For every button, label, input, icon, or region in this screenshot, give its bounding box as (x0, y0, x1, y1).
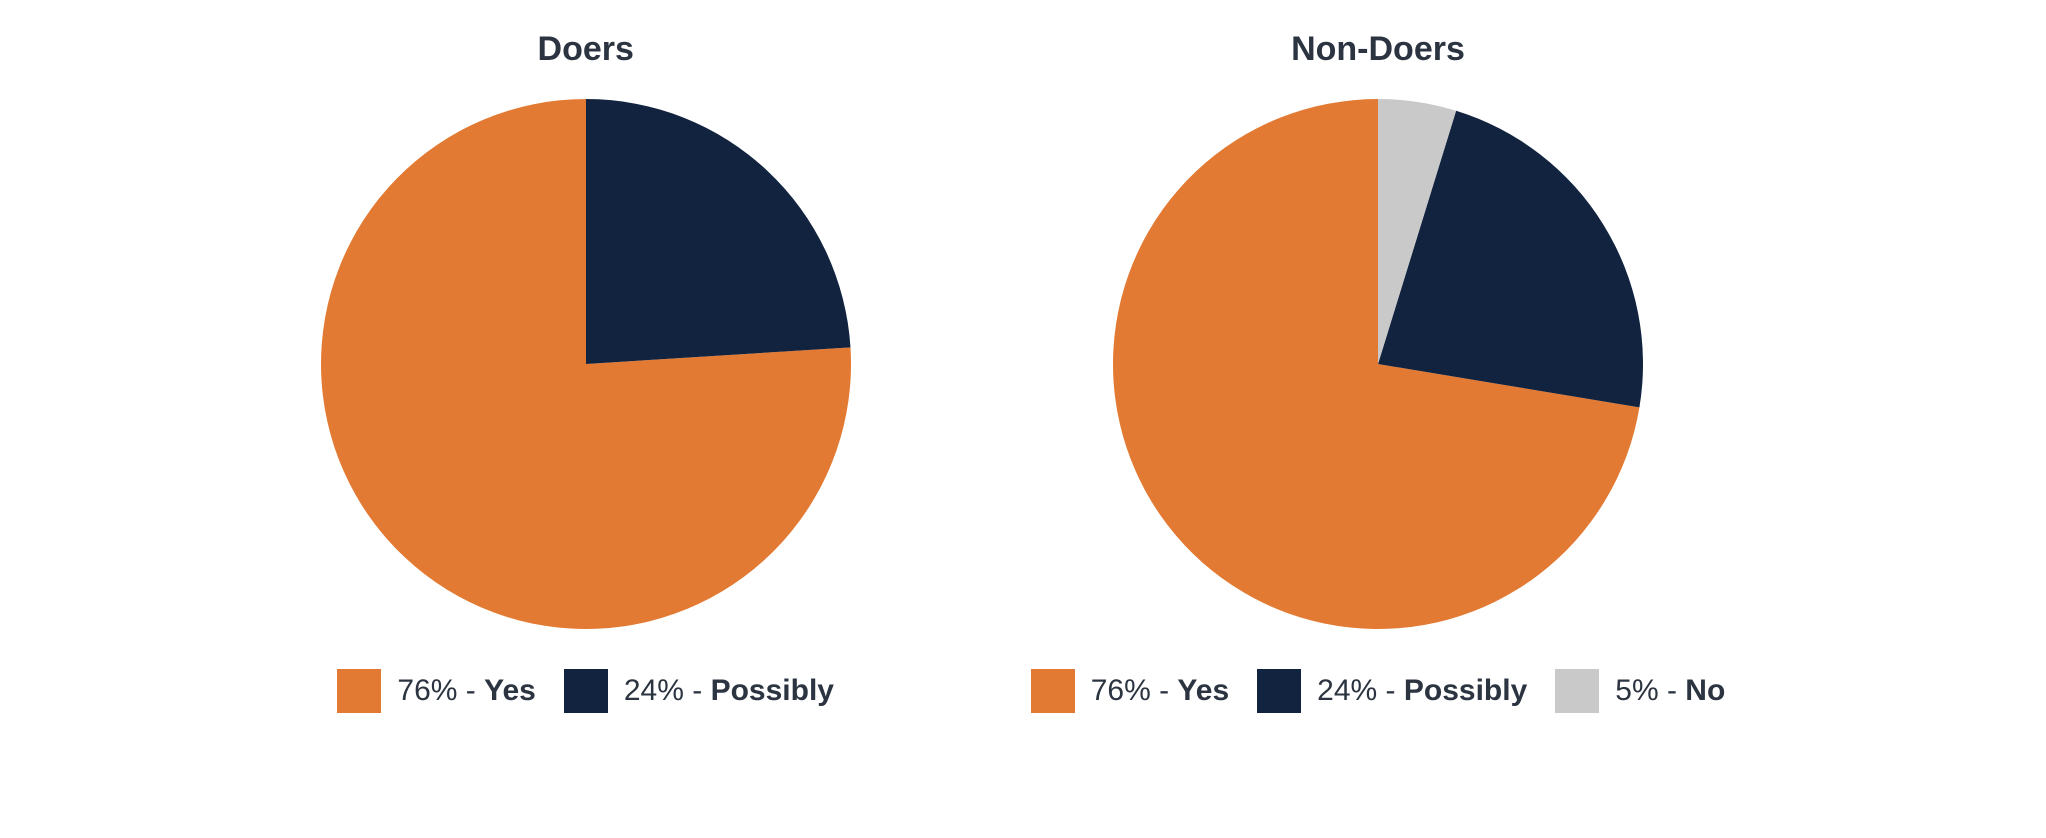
pie-slice-possibly (586, 99, 850, 364)
legend-item-yes: 76% - Yes (337, 669, 535, 713)
legend-swatch (564, 669, 608, 713)
legend-swatch (1257, 669, 1301, 713)
legend-label: 5% - No (1615, 674, 1725, 708)
chart-title: Non-Doers (1291, 30, 1465, 69)
charts-container: Doers 76% - Yes 24% - Possibly Non-Doers … (0, 0, 2046, 838)
legend-item-yes: 76% - Yes (1031, 669, 1229, 713)
legend-swatch (1555, 669, 1599, 713)
pie-chart (1113, 99, 1643, 629)
legend-label: 24% - Possibly (1317, 674, 1527, 708)
legend-item-possibly: 24% - Possibly (1257, 669, 1527, 713)
legend-label: 76% - Yes (397, 674, 535, 708)
chart-panel-non-doers: Non-Doers 76% - Yes 24% - Possibly 5% - No (1031, 30, 1726, 713)
chart-panel-doers: Doers 76% - Yes 24% - Possibly (321, 30, 851, 713)
legend-label: 24% - Possibly (624, 674, 834, 708)
legend-swatch (337, 669, 381, 713)
legend-swatch (1031, 669, 1075, 713)
chart-title: Doers (538, 30, 634, 69)
legend: 76% - Yes 24% - Possibly 5% - No (1031, 669, 1726, 713)
legend-item-no: 5% - No (1555, 669, 1725, 713)
legend: 76% - Yes 24% - Possibly (337, 669, 834, 713)
pie-chart (321, 99, 851, 629)
legend-item-possibly: 24% - Possibly (564, 669, 834, 713)
legend-label: 76% - Yes (1091, 674, 1229, 708)
